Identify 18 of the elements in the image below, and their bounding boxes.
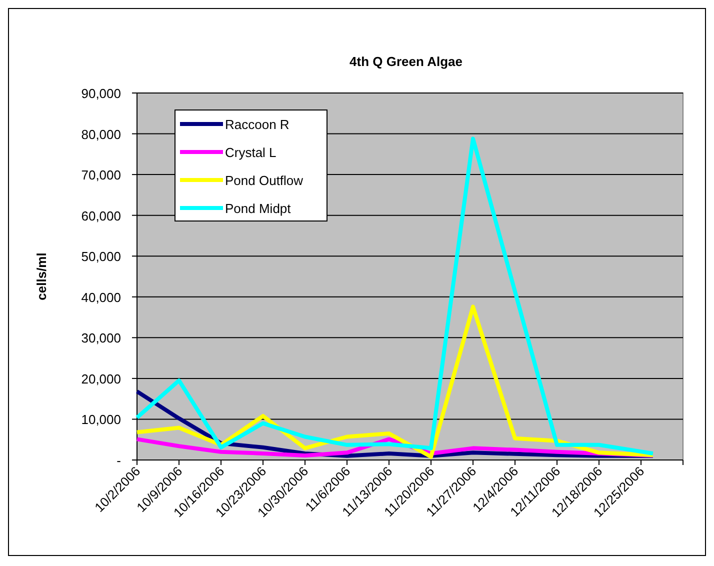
legend-label: Pond Midpt xyxy=(225,201,292,216)
chart-title: 4th Q Green Algae xyxy=(350,54,462,69)
legend-label: Pond Outflow xyxy=(225,173,304,188)
y-tick-label: 20,000 xyxy=(81,371,121,386)
y-tick-label: 10,000 xyxy=(81,412,121,428)
y-tick-label: 70,000 xyxy=(81,168,121,183)
y-tick-label: 80,000 xyxy=(81,126,121,142)
y-tick-label: 30,000 xyxy=(81,330,121,346)
y-axis-title: cells/ml xyxy=(34,252,49,300)
y-tick-label: 40,000 xyxy=(81,290,121,305)
legend-label: Crystal L xyxy=(225,145,276,160)
legend-label: Raccoon R xyxy=(225,117,290,132)
y-tick-label: - xyxy=(116,453,121,468)
y-tick-label: 90,000 xyxy=(81,86,121,101)
line-series xyxy=(135,136,655,456)
line-series xyxy=(135,304,655,459)
y-tick-label: 60,000 xyxy=(81,208,121,224)
y-tick-label: 50,000 xyxy=(81,249,121,264)
